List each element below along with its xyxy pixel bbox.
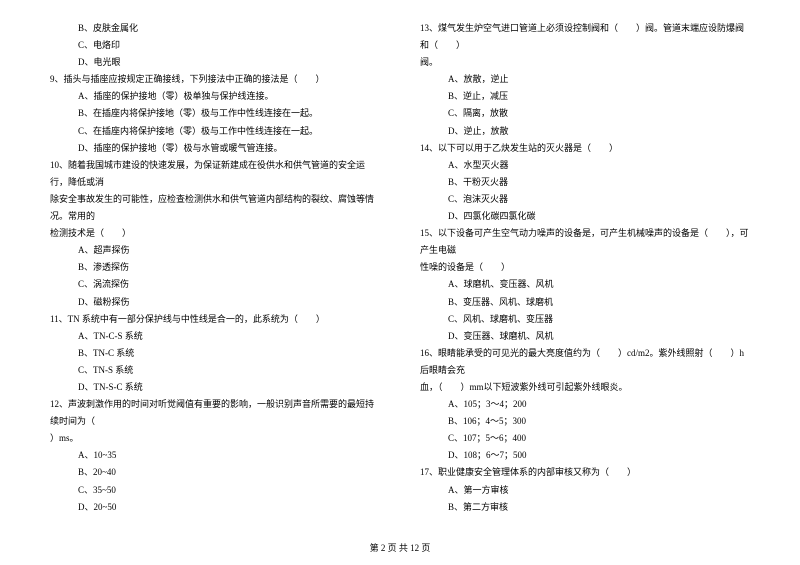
q13-text-line1: 13、煤气发生炉空气进口管道上必须设控制阀和（ ）阀。管道末端应设防爆阀和（ ） [420,20,750,54]
q15-option-b: B、变压器、风机、球磨机 [420,294,750,311]
q8-option-d: D、电光眼 [50,54,380,71]
q14-option-b: B、干粉灭火器 [420,174,750,191]
q9-option-b: B、在插座内将保护接地（零）极与工作中性线连接在一起。 [50,105,380,122]
q9-option-d: D、插座的保护接地（零）极与水管或暖气管连接。 [50,140,380,157]
q16-text-line2: 血，（ ）mm以下短波紫外线可引起紫外线眼炎。 [420,379,750,396]
q16-option-a: A、105；3～4；200 [420,396,750,413]
q10-option-a: A、超声探伤 [50,242,380,259]
q13-option-b: B、逆止，减压 [420,88,750,105]
q12-text-line2: ）ms。 [50,430,380,447]
q10-text-line2: 除安全事故发生的可能性，应检查检测供水和供气管道内部结构的裂纹、腐蚀等情况。常用… [50,191,380,225]
q14-option-c: C、泡沫灭火器 [420,191,750,208]
q10-option-b: B、渗透探伤 [50,259,380,276]
q12-option-a: A、10~35 [50,447,380,464]
q8-option-c: C、电烙印 [50,37,380,54]
q16-option-d: D、108；6～7；500 [420,447,750,464]
q10-text-line3: 检测技术是（ ） [50,225,380,242]
q15-option-d: D、变压器、球磨机、风机 [420,328,750,345]
q9-option-a: A、插座的保护接地（零）极单独与保护线连接。 [50,88,380,105]
document-page: B、皮肤金属化 C、电烙印 D、电光眼 9、插头与插座应按规定正确接线，下列接法… [0,0,800,565]
q15-option-a: A、球磨机、变压器、风机 [420,276,750,293]
q15-text-line2: 性噪的设备是（ ） [420,259,750,276]
q12-text-line1: 12、声波刺激作用的时间对听觉阈值有重要的影响，一般识别声音所需要的最短持续时间… [50,396,380,430]
q14-text: 14、以下可以用于乙炔发生站的灭火器是（ ） [420,140,750,157]
q10-option-c: C、涡流探伤 [50,276,380,293]
q13-option-d: D、逆止，放散 [420,123,750,140]
q12-option-d: D、20~50 [50,499,380,516]
q13-option-a: A、放散，逆止 [420,71,750,88]
q14-option-a: A、水型灭火器 [420,157,750,174]
q16-text-line1: 16、眼睛能承受的可见光的最大亮度值约为（ ）cd/m2。紫外线照射（ ）h后眼… [420,345,750,379]
q14-option-d: D、四氯化碳四氯化碳 [420,208,750,225]
q16-option-b: B、106；4～5；300 [420,413,750,430]
q10-text-line1: 10、随着我国城市建设的快速发展，为保证新建成在役供水和供气管道的安全运行，降低… [50,157,380,191]
q8-option-b: B、皮肤金属化 [50,20,380,37]
q10-option-d: D、磁粉探伤 [50,294,380,311]
q17-option-a: A、第一方审核 [420,482,750,499]
q17-option-b: B、第二方审核 [420,499,750,516]
q11-option-c: C、TN-S 系统 [50,362,380,379]
q15-text-line1: 15、以下设备可产生空气动力噪声的设备是，可产生机械噪声的设备是（ ），可产生电… [420,225,750,259]
q12-option-b: B、20~40 [50,464,380,481]
q11-option-d: D、TN-S-C 系统 [50,379,380,396]
q11-option-a: A、TN-C-S 系统 [50,328,380,345]
q12-option-c: C、35~50 [50,482,380,499]
q15-option-c: C、风机、球磨机、变压器 [420,311,750,328]
right-column: 13、煤气发生炉空气进口管道上必须设控制阀和（ ）阀。管道末端应设防爆阀和（ ）… [400,20,760,555]
q9-option-c: C、在插座内将保护接地（零）极与工作中性线连接在一起。 [50,123,380,140]
q11-option-b: B、TN-C 系统 [50,345,380,362]
q13-option-c: C、隔离，放散 [420,105,750,122]
left-column: B、皮肤金属化 C、电烙印 D、电光眼 9、插头与插座应按规定正确接线，下列接法… [40,20,400,555]
page-footer: 第 2 页 共 12 页 [0,540,800,557]
q16-option-c: C、107；5～6；400 [420,430,750,447]
q11-text: 11、TN 系统中有一部分保护线与中性线是合一的，此系统为（ ） [50,311,380,328]
q13-text-line2: 阀。 [420,54,750,71]
q9-text: 9、插头与插座应按规定正确接线，下列接法中正确的接法是（ ） [50,71,380,88]
q17-text: 17、职业健康安全管理体系的内部审核又称为（ ） [420,464,750,481]
